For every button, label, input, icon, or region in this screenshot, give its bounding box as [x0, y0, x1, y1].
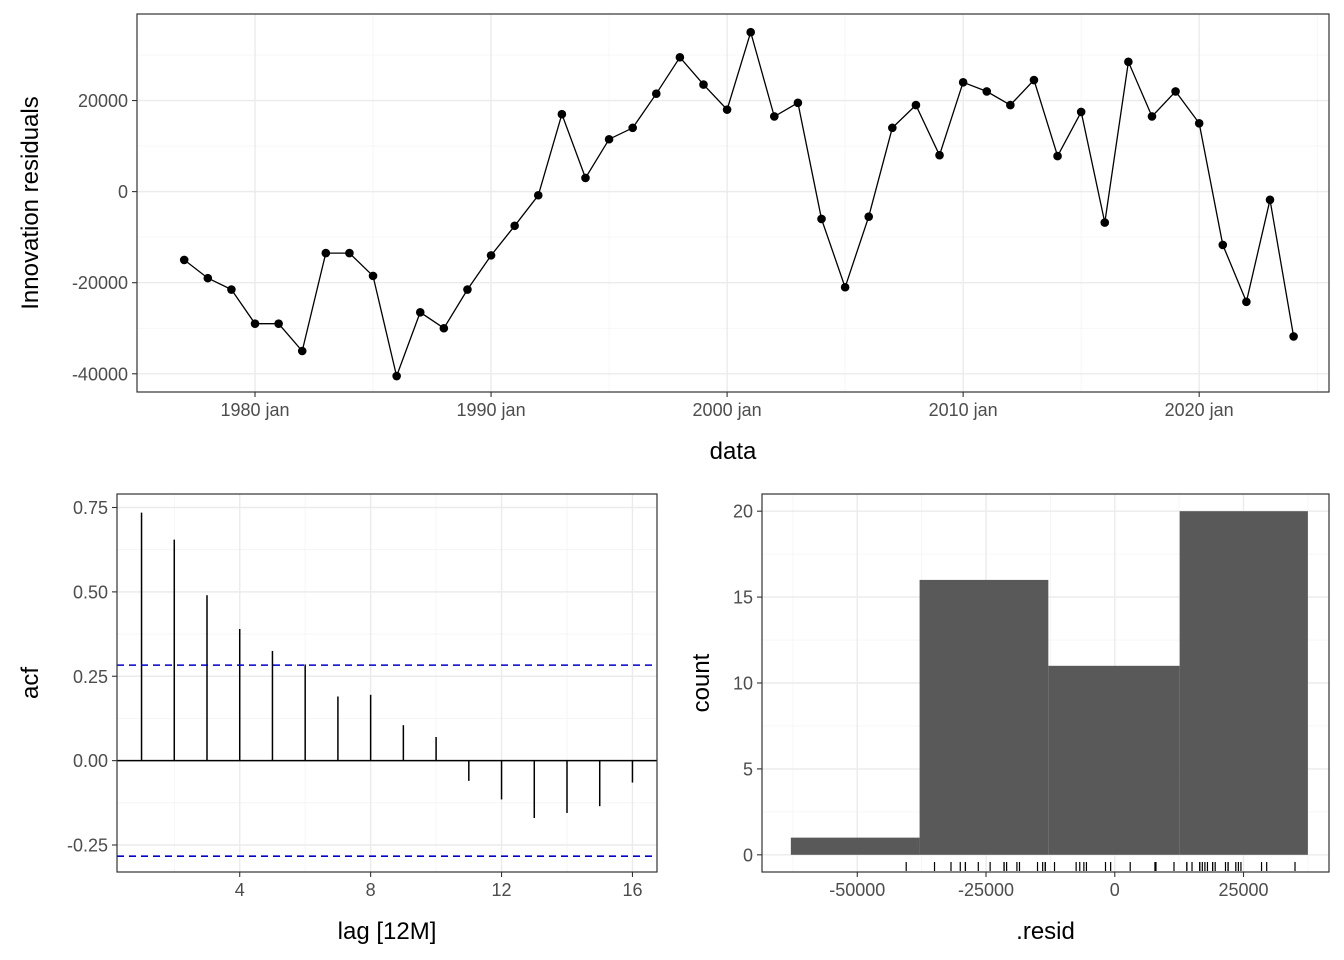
residual-point — [888, 123, 897, 133]
residual-point — [227, 285, 236, 294]
residual-point — [935, 150, 944, 160]
residual-point — [1147, 112, 1157, 121]
y-tick-label: 5 — [743, 759, 753, 779]
x-tick-label: 2010 jan — [929, 400, 998, 420]
panel-border — [761, 493, 1330, 873]
residual-point — [958, 78, 968, 87]
y-tick-label: 15 — [733, 588, 753, 608]
residual-point — [675, 52, 685, 62]
x-tick-label: 0 — [1110, 880, 1120, 900]
residual-point — [770, 112, 779, 121]
residual-point — [179, 255, 189, 265]
residual-series-line — [183, 29, 1295, 379]
histogram-panel: -50000 -25000 0 25000 20 15 10 5 0 .resid count — [688, 493, 1330, 945]
x-tick-label: 2020 jan — [1165, 400, 1234, 420]
residual-point — [1171, 87, 1180, 96]
residual-point — [1053, 151, 1062, 161]
residual-point — [1006, 100, 1015, 110]
y-tick-label: -0.25 — [67, 836, 108, 856]
x-tick-label: 16 — [622, 880, 642, 900]
residual-point — [1029, 75, 1039, 85]
residual-point — [203, 273, 213, 283]
residual-point — [533, 190, 543, 200]
innovation-residuals-panel: 1980 jan 1990 jan 2000 jan 2010 jan 2020 jan… — [17, 13, 1330, 465]
residual-point — [415, 308, 425, 317]
y-axis-title: count — [688, 653, 715, 712]
residual-point — [392, 371, 401, 381]
x-tick-label: 8 — [366, 880, 376, 900]
x-axis-title: data — [710, 438, 757, 465]
residual-point — [557, 109, 567, 119]
residual-point — [486, 251, 496, 260]
residual-point — [651, 89, 661, 98]
residual-point — [368, 271, 378, 281]
x-tick-label: 25000 — [1218, 880, 1268, 900]
residual-point — [817, 214, 826, 224]
residual-point — [297, 346, 307, 356]
residual-point — [463, 285, 472, 294]
y-axis-title: Innovation residuals — [17, 96, 44, 309]
y-tick-label: 0 — [118, 182, 128, 202]
y-tick-label: 20000 — [78, 91, 128, 111]
residual-point — [911, 100, 921, 110]
panel-border — [136, 13, 1330, 393]
residual-point — [722, 105, 732, 114]
y-tick-label: 0.75 — [73, 498, 108, 518]
x-axis-title: lag [12M] — [338, 918, 437, 945]
residual-point — [439, 323, 449, 333]
residual-point — [250, 319, 260, 328]
residual-point — [699, 80, 708, 89]
residual-point — [982, 87, 992, 96]
panel-border — [116, 493, 658, 873]
y-tick-label: -20000 — [72, 273, 128, 293]
x-axis-title: .resid — [1016, 918, 1075, 945]
y-tick-label: 10 — [733, 674, 753, 694]
histogram-bar — [1048, 665, 1180, 855]
acf-panel: 4 8 12 16 0.75 0.50 0.25 0.00 -0.25 lag [12M] acf — [17, 493, 658, 945]
residual-point — [581, 173, 590, 183]
residual-point — [321, 248, 331, 258]
histogram-bar — [919, 579, 1049, 855]
y-tick-label: 0.00 — [73, 751, 108, 771]
histogram-bar — [790, 837, 920, 855]
y-tick-label: 0 — [743, 845, 753, 865]
residual-point — [1194, 119, 1204, 128]
x-tick-label: 4 — [235, 880, 245, 900]
x-tick-label: 1980 jan — [220, 400, 289, 420]
residual-point — [1242, 297, 1251, 307]
residual-point — [274, 319, 283, 328]
residual-point — [1289, 332, 1298, 341]
x-tick-label: 12 — [492, 880, 512, 900]
y-axis-title: acf — [17, 667, 44, 699]
residual-point — [1100, 218, 1110, 227]
x-tick-label: -25000 — [958, 880, 1014, 900]
residual-point — [628, 123, 637, 133]
y-tick-label: 20 — [733, 502, 753, 522]
residual-point — [345, 248, 354, 258]
residual-point — [840, 282, 850, 292]
residual-point — [604, 134, 614, 144]
residual-point — [864, 212, 874, 221]
residual-point — [793, 98, 803, 108]
residual-point — [1218, 240, 1228, 250]
residual-point — [746, 27, 756, 37]
y-tick-label: 0.50 — [73, 582, 108, 602]
x-tick-label: 2000 jan — [693, 400, 762, 420]
residual-point — [1265, 195, 1275, 205]
histogram-bar — [1179, 511, 1308, 855]
y-tick-label: 0.25 — [73, 667, 108, 687]
x-tick-label: -50000 — [829, 880, 885, 900]
residual-point — [1076, 107, 1086, 117]
x-tick-label: 1990 jan — [457, 400, 526, 420]
y-tick-label: -40000 — [72, 364, 128, 384]
residual-point — [1124, 57, 1133, 67]
residual-point — [510, 221, 519, 231]
